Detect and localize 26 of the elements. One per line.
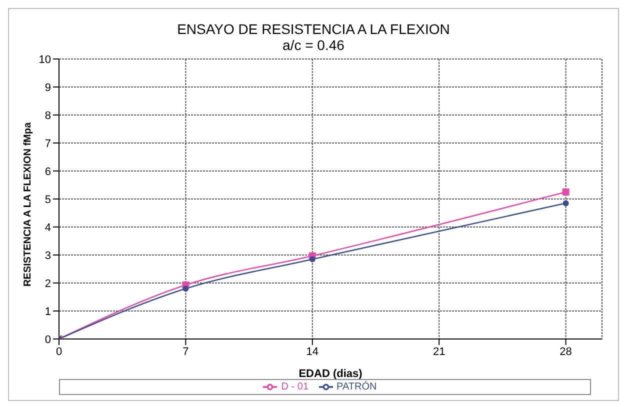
y-tick-label: 6	[44, 166, 51, 178]
chart-subtitle: a/c = 0.46	[282, 37, 346, 53]
y-axis-title: RESISTENCIA A LA FLEXION fMpa	[22, 122, 34, 286]
y-tick-label: 1	[44, 306, 51, 318]
y-tick-label: 7	[44, 138, 51, 150]
x-tick-label: 0	[56, 346, 62, 358]
x-tick-label: 7	[182, 346, 189, 358]
y-tick-label: 9	[44, 82, 51, 94]
legend-label: PATRÓN	[336, 382, 377, 393]
y-tick-label: 3	[44, 250, 51, 262]
chart-title: ENSAYO DE RESISTENCIA A LA FLEXION	[176, 21, 451, 37]
point	[562, 188, 570, 196]
legend-label: D - 01	[281, 382, 309, 393]
x-axis-title: EDAD (dias)	[298, 368, 363, 380]
y-tick-label: 10	[38, 54, 51, 66]
point	[309, 256, 316, 262]
x-tick-label: 14	[306, 346, 319, 358]
x-tick-label: 21	[432, 346, 446, 358]
y-tick-label: 4	[44, 222, 51, 234]
y-tick-label: 8	[44, 110, 51, 122]
y-tick-label: 5	[44, 194, 51, 206]
y-tick-label: 2	[44, 278, 51, 290]
x-tick-label: 28	[560, 346, 572, 358]
point	[182, 286, 189, 292]
y-tick-label: 0	[44, 334, 51, 346]
point	[562, 200, 569, 206]
